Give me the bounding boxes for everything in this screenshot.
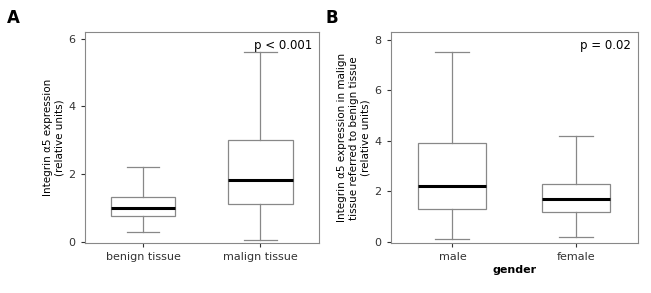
- X-axis label: gender: gender: [492, 265, 536, 275]
- PathPatch shape: [111, 197, 176, 216]
- PathPatch shape: [229, 140, 293, 205]
- PathPatch shape: [419, 143, 486, 209]
- Y-axis label: Integrin α5 expression in malign
tissue referred to benign tissue
(relative unit: Integrin α5 expression in malign tissue …: [337, 53, 370, 222]
- PathPatch shape: [542, 184, 610, 212]
- Text: B: B: [326, 9, 338, 27]
- Y-axis label: Integrin α5 expression
(relative units): Integrin α5 expression (relative units): [43, 79, 64, 196]
- Text: A: A: [7, 9, 20, 27]
- Text: p < 0.001: p < 0.001: [254, 39, 312, 52]
- Text: p = 0.02: p = 0.02: [579, 39, 631, 52]
